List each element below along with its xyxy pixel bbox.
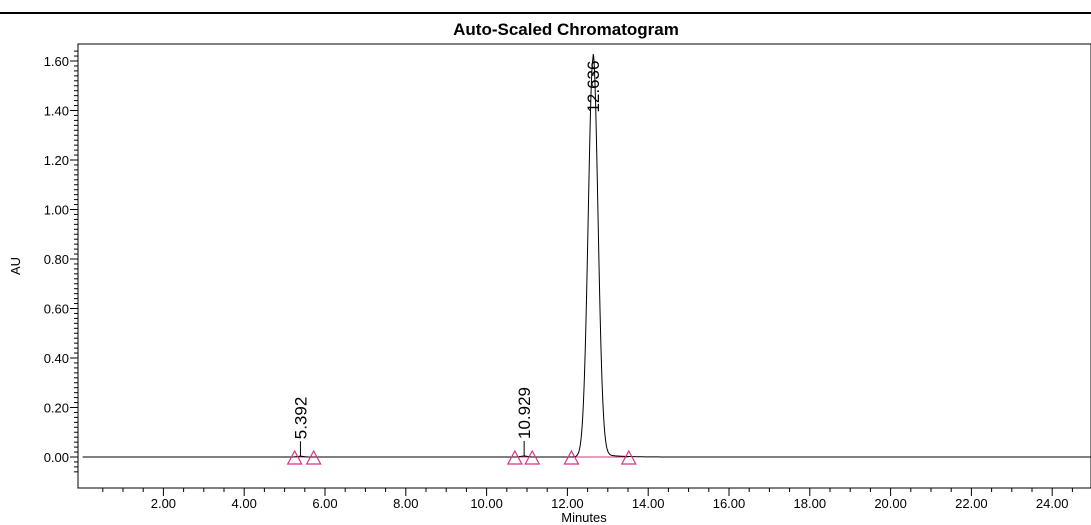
x-tick-label: 14.00 — [632, 496, 665, 511]
y-tick-label: 0.20 — [44, 401, 69, 416]
x-axis-label: Minutes — [561, 510, 607, 525]
integration-marker-layer — [286, 449, 637, 465]
integration-marker — [305, 449, 322, 465]
x-tick-label: 8.00 — [393, 496, 418, 511]
chart-title: Auto-Scaled Chromatogram — [453, 20, 679, 39]
y-tick-label: 1.40 — [44, 104, 69, 119]
x-tick-label: 4.00 — [232, 496, 257, 511]
x-tick-label: 12.00 — [551, 496, 584, 511]
y-tick-label: 0.80 — [44, 252, 69, 267]
series-layer — [82, 53, 1091, 458]
x-tick-label: 2.00 — [151, 496, 176, 511]
x-tick-label: 18.00 — [794, 496, 827, 511]
integration-marker — [506, 449, 523, 465]
peak-label-layer: 5.392 10.929 12.636 — [291, 61, 603, 457]
peak-label: 5.392 — [291, 397, 310, 440]
x-tick-label: 16.00 — [713, 496, 746, 511]
y-axis: 0.00 0.20 0.40 0.60 0.80 1.00 1.20 1.40 1.60 — [44, 50, 78, 473]
peak-label: 10.929 — [515, 387, 534, 439]
y-tick-label: 0.40 — [44, 351, 69, 366]
y-axis-label: AU — [8, 257, 23, 275]
chromatogram-trace — [82, 53, 1091, 458]
integration-marker — [286, 449, 303, 465]
y-tick-label: 1.00 — [44, 203, 69, 218]
x-tick-label: 24.00 — [1036, 496, 1069, 511]
plot-frame — [77, 43, 1091, 489]
y-tick-label: 1.20 — [44, 153, 69, 168]
integration-marker — [563, 449, 580, 465]
peak-label: 12.636 — [584, 61, 603, 113]
y-tick-label: 1.60 — [44, 54, 69, 69]
x-tick-label: 10.00 — [470, 496, 503, 511]
x-tick-label: 6.00 — [312, 496, 337, 511]
integration-marker — [524, 449, 541, 465]
x-tick-label: 22.00 — [955, 496, 988, 511]
y-tick-label: 0.00 — [44, 450, 69, 465]
x-axis: 2.00 4.00 6.00 8.00 10.00 12.00 14.00 16.00 18.0… — [102, 488, 1073, 511]
integration-marker — [620, 449, 637, 465]
x-tick-label: 20.00 — [874, 496, 907, 511]
y-tick-label: 0.60 — [44, 302, 69, 317]
